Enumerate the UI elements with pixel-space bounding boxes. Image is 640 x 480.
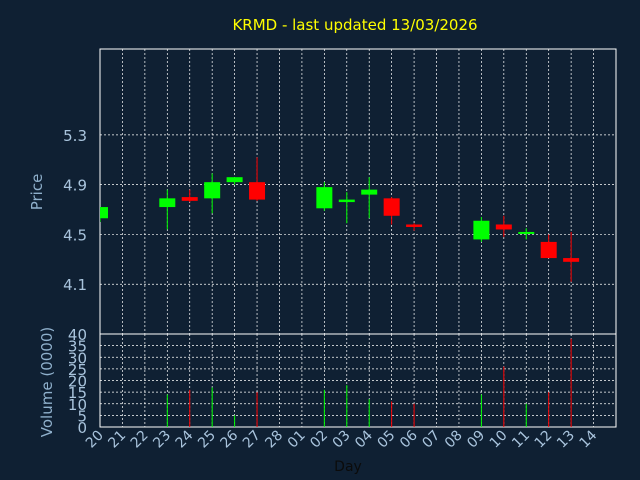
x-tick-label: 06 [397, 427, 421, 451]
x-tick-label: 01 [285, 428, 309, 452]
volume-tick-label: 15 [68, 384, 87, 402]
candle-body [204, 182, 221, 199]
candle-body [316, 187, 333, 209]
candles-group [100, 157, 580, 282]
x-tick-label: 02 [307, 428, 331, 452]
x-tick-label: 24 [173, 427, 197, 451]
candle-body [249, 182, 266, 200]
x-tick-label: 03 [330, 428, 354, 452]
x-tick-label: 26 [218, 427, 242, 451]
volume-tick-label: 5 [77, 407, 87, 425]
candle-body [540, 241, 557, 259]
candle-body [361, 189, 378, 195]
candle-body [181, 197, 198, 201]
candle-body [495, 224, 512, 230]
x-tick-label: 14 [576, 427, 600, 451]
x-tick-label: 12 [532, 428, 556, 452]
x-tick-label: 09 [464, 428, 488, 452]
price-tick-label: 4.1 [63, 276, 87, 294]
volume-tick-label: 20 [68, 373, 87, 391]
candle-body [383, 198, 400, 216]
x-tick-label: 22 [128, 428, 152, 452]
x-tick-label: 27 [240, 428, 264, 452]
volume-tick-label: 10 [68, 396, 87, 414]
price-tick-label: 5.3 [63, 127, 87, 145]
x-tick-label: 25 [195, 428, 219, 452]
x-tick-label: 21 [105, 428, 129, 452]
candle-body [563, 258, 580, 262]
x-tick-label: 07 [419, 428, 443, 452]
volume-tick-label: 25 [68, 361, 87, 379]
x-tick-label: 28 [262, 428, 286, 452]
candle-body [338, 199, 355, 203]
price-axis-label: Price [28, 174, 46, 211]
x-tick-label: 05 [375, 428, 399, 452]
candle-body [100, 207, 108, 219]
x-tick-label: 08 [442, 428, 466, 452]
candle-body [518, 231, 535, 234]
candle-body [226, 177, 243, 183]
price-panel: 5.3 4.9 4.5 4.1 [63, 48, 617, 335]
candle-body [473, 220, 490, 240]
volume-tick-label: 40 [68, 326, 87, 344]
volume-axis-label: Volume (0000) [38, 327, 56, 437]
candle-body [406, 224, 423, 227]
price-tick-label: 4.9 [63, 177, 87, 195]
volume-tick-label: 0 [77, 419, 87, 437]
candle-body [159, 198, 176, 208]
x-tick-label: 23 [150, 428, 174, 452]
chart-title: KRMD - last updated 13/03/2026 [232, 16, 477, 34]
x-tick-label: 10 [487, 428, 511, 452]
x-axis-label: Day [334, 459, 362, 475]
x-tick-label: 13 [554, 428, 578, 452]
x-tick-label: 04 [352, 427, 376, 451]
x-tick-label: 11 [509, 428, 533, 452]
x-tick-labels: 2021222324252627280102030405060708091011… [83, 427, 601, 451]
volume-tick-label: 35 [68, 338, 87, 356]
price-panel-frame [99, 48, 617, 335]
price-tick-label: 4.5 [63, 226, 87, 244]
volume-tick-label: 30 [68, 349, 87, 367]
